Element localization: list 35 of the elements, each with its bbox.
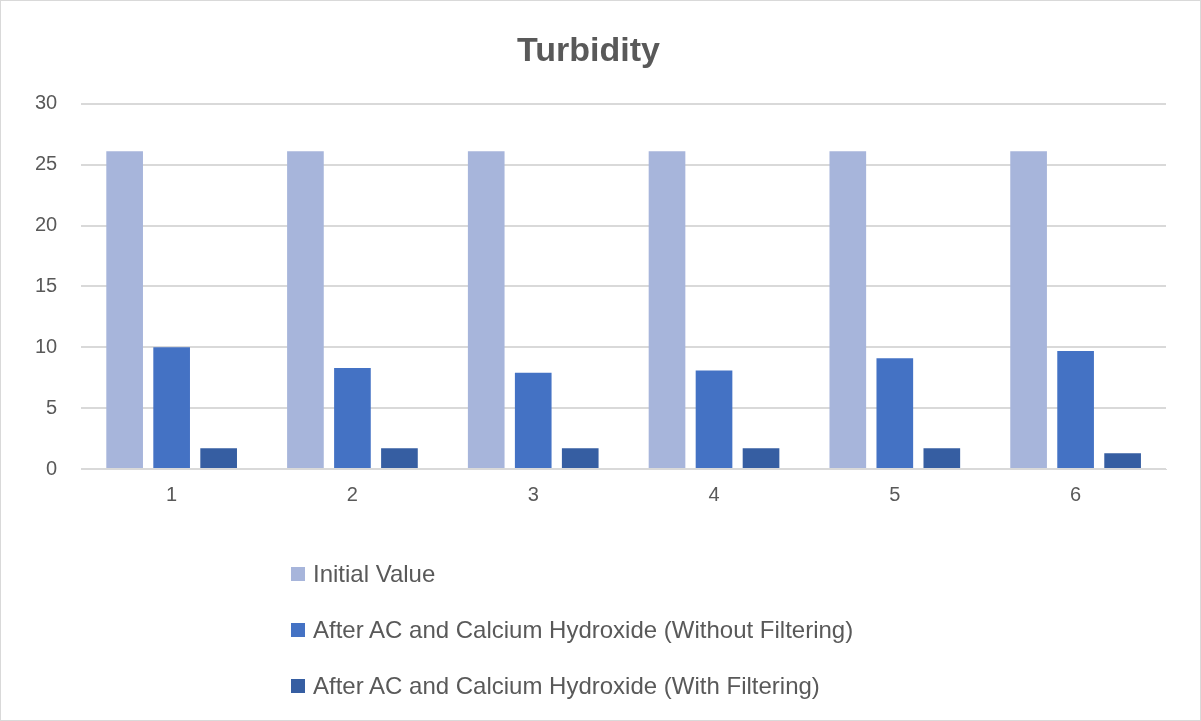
y-tick-label: 20 (35, 213, 58, 236)
y-tick-label: 10 (35, 334, 58, 357)
x-tick-label: 2 (346, 482, 358, 505)
x-tick-label: 6 (1070, 482, 1082, 505)
bar (1010, 151, 1047, 468)
bar (381, 448, 418, 468)
x-tick-label: 4 (708, 482, 720, 505)
y-tick-label: 0 (46, 456, 58, 479)
legend-label: Initial Value (313, 560, 436, 588)
bar (648, 151, 686, 468)
bar (561, 448, 599, 468)
y-tick-label: 15 (35, 273, 58, 296)
bar (106, 151, 143, 468)
bar (695, 370, 733, 468)
bar (153, 347, 190, 468)
legend-label: After AC and Calcium Hydroxide (With Filtering) (313, 672, 820, 700)
x-tick-label: 3 (527, 482, 539, 505)
bar (829, 151, 867, 468)
bar (200, 448, 237, 468)
bar (287, 151, 324, 468)
bar (876, 358, 914, 468)
bar (742, 448, 780, 468)
bar (1104, 453, 1141, 468)
bar (467, 151, 505, 468)
x-tick-label: 5 (889, 482, 901, 505)
x-tick-label: 1 (166, 482, 178, 505)
y-tick-label: 25 (35, 152, 58, 175)
legend-label: After AC and Calcium Hydroxide (Without Filtering) (313, 616, 854, 644)
bar (334, 367, 371, 468)
bar (1057, 350, 1094, 468)
bar (923, 448, 961, 468)
bar (514, 372, 552, 468)
y-tick-label: 30 (35, 91, 58, 114)
y-tick-label: 5 (46, 395, 58, 418)
chart-title: Turbidity (517, 29, 661, 68)
